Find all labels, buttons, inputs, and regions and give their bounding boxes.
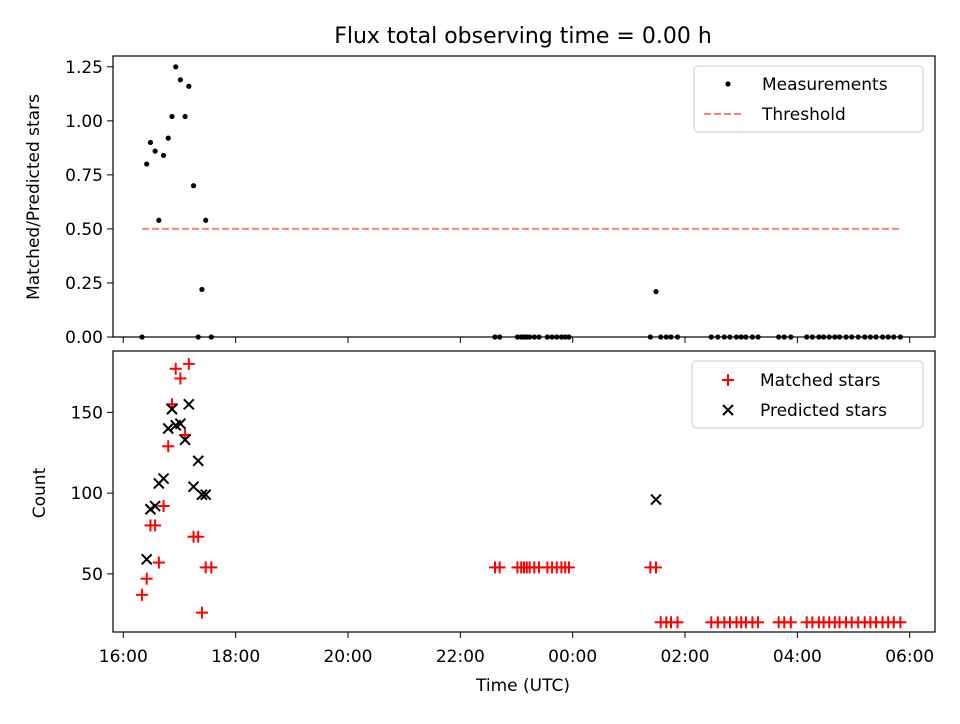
y-tick-label: 0.00 (65, 328, 103, 348)
top-legend: Measurements Threshold (693, 65, 924, 133)
measurement-point (147, 139, 154, 146)
predicted-star-point (183, 398, 195, 411)
x-tick-label: 18:00 (211, 647, 260, 667)
measurement-point (165, 135, 171, 141)
legend-measurements-marker (725, 81, 731, 87)
measurement-point (653, 289, 659, 295)
legend-matched-label: Matched stars (760, 371, 880, 391)
x-tick-label: 00:00 (548, 647, 597, 667)
y-tick-label: 0.50 (65, 220, 103, 240)
predicted-star-point (192, 455, 204, 467)
matched-star-point (562, 561, 575, 574)
top-plot: 0.00 0.25 0.50 0.75 1.00 1.25 Matched/Predict… (24, 55, 936, 348)
predicted-star-point (162, 422, 174, 435)
x-tick-label: 04:00 (773, 647, 822, 667)
y-tick-label: 150 (71, 403, 103, 423)
predicted-star-point (174, 417, 187, 430)
predicted-star-point (140, 553, 153, 566)
measurement-point (190, 183, 197, 189)
measurement-point (173, 64, 179, 70)
bottom-legend-box (691, 360, 924, 429)
matched-star-point (752, 616, 765, 629)
top-legend-box (693, 65, 924, 133)
x-tick-label: 16:00 (99, 647, 148, 667)
predicted-star-point (179, 434, 191, 446)
matched-star-point (169, 362, 182, 375)
matched-star-point (140, 572, 153, 585)
matched-star-point (182, 357, 195, 370)
matched-star-point (671, 616, 684, 629)
matched-star-point (157, 500, 170, 513)
plot-frame (112, 350, 936, 633)
matched-star-point (174, 372, 187, 385)
y-tick-label: 1.25 (65, 58, 103, 78)
matched-star-point (136, 588, 149, 601)
y-tick-label: 0.75 (65, 166, 103, 186)
measurement-point (177, 77, 184, 83)
matched-star-point (192, 530, 205, 543)
measurement-point (186, 83, 192, 89)
bottom-y-label: Count (30, 467, 50, 518)
bottom-axes: 16:00 18:00 20:00 22:00 00:00 02:00 04:00 06:00… (71, 350, 936, 667)
chart-title: Flux total observing time = 0.00 h (334, 24, 712, 49)
matched-star-point (205, 561, 218, 574)
predicted-star-point (149, 500, 161, 512)
bottom-legend: Matched stars Predicted stars (691, 360, 924, 429)
matched-star-point (784, 616, 797, 629)
y-tick-label: 100 (71, 484, 103, 504)
x-tick-label: 02:00 (661, 647, 710, 667)
matched-star-point (195, 606, 208, 619)
y-tick-label: 1.00 (65, 112, 103, 132)
measurement-point (199, 286, 205, 293)
measurement-point (144, 161, 150, 167)
predicted-star-point (166, 403, 178, 415)
measurement-point (160, 152, 167, 159)
matched-star-point (149, 519, 162, 532)
matched-star-point (894, 616, 907, 629)
predicted-star-point (157, 472, 170, 485)
legend-matched-marker (722, 374, 734, 386)
x-tick-label: 22:00 (436, 647, 485, 667)
bottom-plot: 16:00 18:00 20:00 22:00 00:00 02:00 04:00 06:00… (30, 350, 936, 696)
predicted-star-point (199, 489, 212, 501)
matched-star-point (152, 556, 165, 569)
top-axes: 0.00 0.25 0.50 0.75 1.00 1.25 (65, 55, 936, 348)
matched-star-point (493, 561, 506, 574)
top-y-label: Matched/Predicted stars (24, 94, 44, 300)
y-tick-label: 0.25 (65, 274, 103, 294)
bottom-marks (136, 357, 907, 629)
predicted-star-point (196, 489, 208, 501)
y-tick-label: 50 (81, 565, 103, 585)
legend-measurements-label: Measurements (762, 75, 888, 95)
measurement-point (169, 113, 175, 120)
measurement-point (203, 217, 209, 223)
measurement-point (156, 217, 162, 223)
legend-predicted-label: Predicted stars (760, 401, 887, 421)
x-axis-label: Time (UTC) (475, 676, 570, 696)
legend-predicted-marker (722, 404, 734, 416)
x-tick-label: 20:00 (323, 647, 372, 667)
matched-star-point (650, 561, 663, 574)
measurement-point (152, 148, 158, 154)
matched-star-point (162, 440, 175, 453)
legend-threshold-label: Threshold (761, 105, 846, 125)
x-tick-label: 06:00 (885, 647, 934, 667)
predicted-star-point (650, 493, 662, 506)
measurement-point (182, 113, 188, 120)
plot-frame (112, 55, 936, 338)
